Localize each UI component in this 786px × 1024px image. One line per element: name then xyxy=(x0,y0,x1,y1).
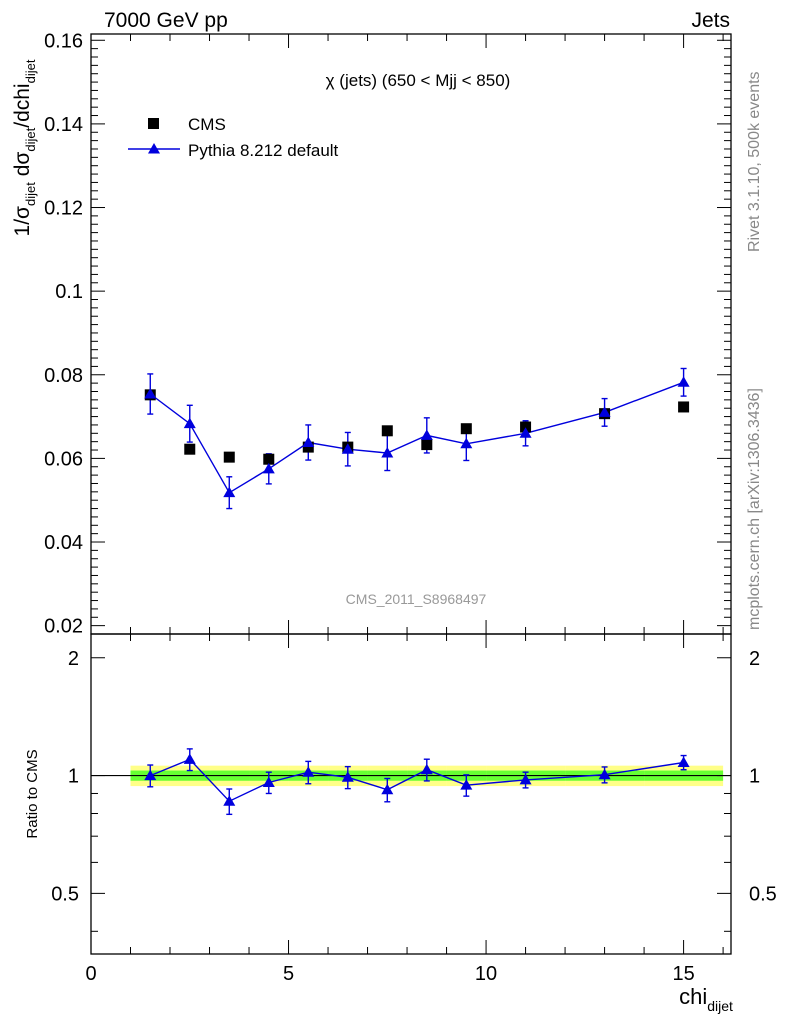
y-tick-label: 0.08 xyxy=(44,365,83,387)
cms-point xyxy=(263,453,275,465)
pythia-point xyxy=(460,437,473,449)
x-tick-label: 0 xyxy=(85,963,96,985)
ratio-point xyxy=(341,771,354,782)
x-tick-label: 15 xyxy=(672,963,694,985)
ratio-y-tick-label-right: 1 xyxy=(749,766,760,788)
ratio-y-tick-label-right: 0.5 xyxy=(749,883,777,905)
axis-ticks xyxy=(90,34,731,954)
ratio-point xyxy=(460,779,473,790)
y-tick-label: 0.16 xyxy=(44,30,83,52)
ratio-panel-frame xyxy=(90,633,732,955)
pythia-point xyxy=(341,443,354,454)
cms-point xyxy=(678,401,690,413)
pythia-point xyxy=(598,406,611,417)
header-right: Jets xyxy=(691,9,730,32)
y-tick-label: 0.04 xyxy=(44,532,83,554)
legend-pythia-label: Pythia 8.212 default xyxy=(188,141,339,160)
cms-point xyxy=(302,441,314,453)
y-axis-label: 1/σdijet dσdijet/dchidijet xyxy=(11,59,38,236)
x-axis-label: chidijet xyxy=(679,984,733,1014)
cms-point xyxy=(223,451,235,463)
y-tick-label: 0.02 xyxy=(44,616,83,638)
pythia-point xyxy=(519,427,532,438)
cms-point xyxy=(460,423,472,435)
ratio-point xyxy=(144,769,157,781)
data-layer xyxy=(144,367,690,816)
chart-title: χ (jets) (650 < Mjj < 850) xyxy=(326,71,511,90)
ratio-point xyxy=(223,795,236,806)
x-axis-label-sub: dijet xyxy=(707,998,733,1014)
ratio-y-tick-label: 2 xyxy=(68,648,79,670)
ratio-point xyxy=(420,763,433,775)
ratio-point xyxy=(519,773,532,785)
cms-point xyxy=(381,425,393,437)
ratio-point xyxy=(183,753,196,764)
ratio-point xyxy=(677,756,690,767)
y-tick-label: 0.06 xyxy=(44,448,83,470)
mcplots-label: mcplots.cern.ch [arXiv:1306.3436] xyxy=(746,388,763,630)
legend-cms-label: CMS xyxy=(188,115,226,134)
x-tick-label: 10 xyxy=(475,963,497,985)
ratio-y-tick-label-right: 2 xyxy=(749,648,760,670)
ratio-y-tick-label: 0.5 xyxy=(51,883,79,905)
ratio-point xyxy=(381,783,394,795)
ratio-y-tick-label: 1 xyxy=(68,766,79,788)
pythia-point xyxy=(223,486,236,498)
x-axis-label-main: chi xyxy=(679,984,707,1009)
legend: CMS Pythia 8.212 default xyxy=(128,115,339,160)
cms-point xyxy=(421,439,433,451)
x-tick-label: 5 xyxy=(283,963,294,985)
ratio-point xyxy=(262,776,275,788)
y-tick-label: 0.12 xyxy=(44,198,83,220)
pythia-point xyxy=(677,376,690,387)
y-tick-label: 0.14 xyxy=(44,114,83,136)
tick-labels: 0.02 0.04 0.06 0.08 0.1 0.12 0.14 0.16 0 5 10 15 0.5… xyxy=(44,30,777,985)
cms-point xyxy=(184,443,196,455)
ratio-point xyxy=(302,766,315,777)
watermark-label: CMS_2011_S8968497 xyxy=(346,591,487,607)
pythia-point xyxy=(420,429,433,440)
header-left: 7000 GeV pp xyxy=(104,9,228,32)
rivet-label: Rivet 3.1.10, 500k events xyxy=(746,71,763,252)
pythia-point xyxy=(183,417,196,429)
legend-pythia-marker xyxy=(148,143,160,154)
main-panel-frame xyxy=(90,33,732,635)
pythia-point xyxy=(144,388,157,399)
ratio-point xyxy=(598,768,611,780)
pythia-line xyxy=(149,381,684,494)
ratio-line xyxy=(150,758,684,803)
legend-cms-marker xyxy=(148,118,159,129)
pythia-point xyxy=(381,446,394,458)
pythia-point xyxy=(262,462,275,474)
ratio-y-axis-label: Ratio to CMS xyxy=(24,749,41,838)
cms-point xyxy=(520,421,532,433)
y-tick-label: 0.1 xyxy=(55,281,83,303)
pythia-point xyxy=(302,436,315,448)
